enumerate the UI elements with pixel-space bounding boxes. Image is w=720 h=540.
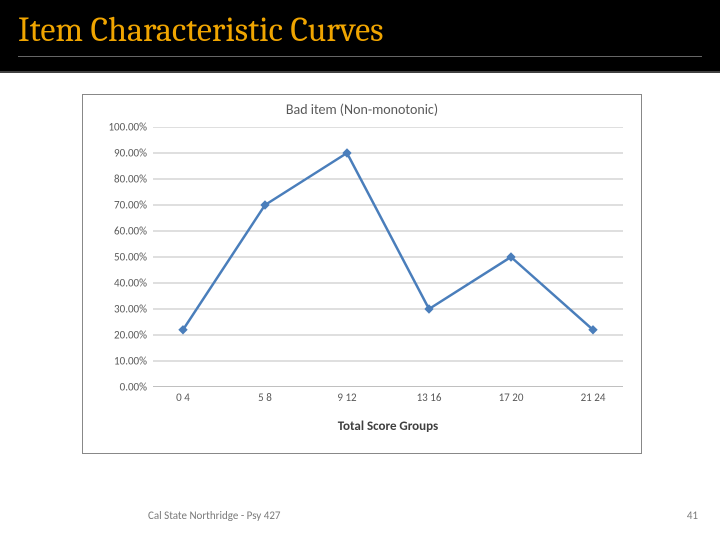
y-tick-label: 50.00% [87, 251, 147, 264]
x-tick-label: 21 24 [581, 391, 606, 404]
x-tick-label: 9 12 [337, 391, 356, 404]
y-tick-label: 10.00% [87, 355, 147, 368]
page-number: 41 [687, 509, 698, 522]
chart-container: Bad item (Non-monotonic) Total Score Gro… [82, 94, 642, 454]
slide: Item Characteristic Curves Bad item (Non… [0, 0, 720, 540]
y-tick-label: 40.00% [87, 277, 147, 290]
y-tick-label: 80.00% [87, 173, 147, 186]
slide-title: Item Characteristic Curves [18, 10, 702, 50]
y-tick-label: 90.00% [87, 147, 147, 160]
title-underline [18, 56, 702, 57]
y-tick-label: 0.00% [87, 381, 147, 394]
x-axis-title: Total Score Groups [153, 419, 623, 434]
x-tick-label: 17 20 [499, 391, 524, 404]
footer-text: Cal State Northridge - Psy 427 [148, 509, 281, 522]
title-bar: Item Characteristic Curves [0, 0, 720, 73]
chart-svg [153, 127, 623, 387]
x-tick-label: 5 8 [258, 391, 272, 404]
y-tick-label: 30.00% [87, 303, 147, 316]
x-tick-label: 0 4 [176, 391, 190, 404]
y-tick-label: 100.00% [87, 121, 147, 134]
chart-title: Bad item (Non-monotonic) [83, 95, 641, 120]
y-tick-label: 20.00% [87, 329, 147, 342]
y-tick-label: 60.00% [87, 225, 147, 238]
plot-area: Total Score Groups 0.00%10.00%20.00%30.0… [153, 127, 623, 387]
y-tick-label: 70.00% [87, 199, 147, 212]
x-tick-label: 13 16 [417, 391, 442, 404]
